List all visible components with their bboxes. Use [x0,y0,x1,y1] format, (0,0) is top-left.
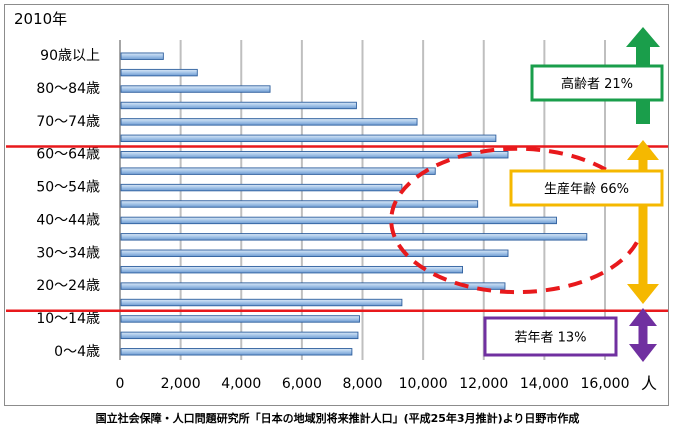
y-tick-label: 10〜14歳 [36,311,100,327]
bar [120,200,479,208]
y-tick-label: 20〜24歳 [36,278,100,294]
x-tick-label: 0 [116,376,125,392]
bar [120,118,418,126]
x-tick-label: 12,000 [459,376,508,392]
bar [120,52,164,60]
bar [120,315,360,323]
young-arrow-shaft [638,325,648,345]
bar [120,101,357,110]
working-annotation-label: 生産年齢 66% [544,181,629,197]
elderly-arrow-head [626,27,660,47]
x-tick-label: 4,000 [221,376,261,392]
working-arrow-shaft [638,158,648,286]
x-tick-label: 14,000 [520,376,569,392]
y-tick-label: 70〜74歳 [36,114,100,130]
x-tick-label: 16,000 [581,376,630,392]
bar [120,183,403,192]
bar [120,233,588,241]
x-tick-label: 10,000 [399,376,448,392]
bar [120,216,557,225]
bar [120,348,353,356]
bar [120,134,497,143]
bar [120,298,403,307]
y-tick-label: 80〜84歳 [36,81,100,97]
young-arrow-head-down [629,344,657,362]
bar [120,282,506,290]
bar [120,249,509,257]
x-axis-unit-label: 人 [641,374,657,393]
bar [120,167,436,175]
bar-layer [120,52,588,356]
x-tick-label: 2,000 [161,376,201,392]
elderly-annotation-label: 高齢者 21% [561,76,633,92]
young-arrow-head-up [629,308,657,326]
y-tick-label: 60〜64歳 [36,147,100,163]
young-annotation-label: 若年者 13% [514,330,586,346]
y-tick-label: 90歳以上 [40,48,100,64]
y-tick-label: 40〜44歳 [36,212,100,228]
working-arrow-head-up [627,140,659,160]
working-arrow-head-down [627,284,659,304]
bar [120,151,509,159]
y-tick-label: 0〜4歳 [54,344,100,360]
y-tick-label: 50〜54歳 [36,180,100,196]
chart-title: 2010年 [14,10,67,28]
young-annotation-box [483,316,618,357]
working-annotation-box [509,169,664,207]
overlay-layer: 高齢者 21% 生産年齢 66% 若年者 13% [6,27,668,362]
bar [120,331,359,340]
bar [120,68,198,77]
bar [120,85,271,93]
bar [120,265,463,274]
axis-layer: 0 2,000 4,000 6,000 8,000 10,000 12,000 14,000 1… [36,40,630,392]
source-note: 国立社会保障・人口問題研究所「日本の地域別将来推計人口」(平成25年3月推計)よ… [95,412,580,425]
elderly-annotation-box [530,64,664,102]
x-tick-label: 8,000 [342,376,382,392]
y-tick-label: 30〜34歳 [36,245,100,261]
x-tick-label: 6,000 [282,376,322,392]
